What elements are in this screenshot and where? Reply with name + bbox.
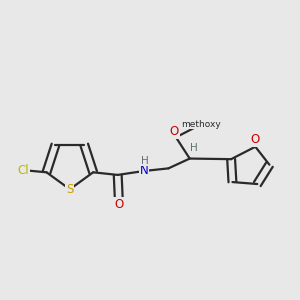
Text: O: O xyxy=(170,125,179,138)
Text: S: S xyxy=(66,183,74,196)
Text: H: H xyxy=(141,155,149,166)
Text: H: H xyxy=(190,143,197,153)
Text: N: N xyxy=(140,164,148,178)
Text: methoxy: methoxy xyxy=(181,120,221,129)
Text: O: O xyxy=(251,133,260,146)
Text: Cl: Cl xyxy=(18,164,29,177)
Text: O: O xyxy=(114,198,123,211)
